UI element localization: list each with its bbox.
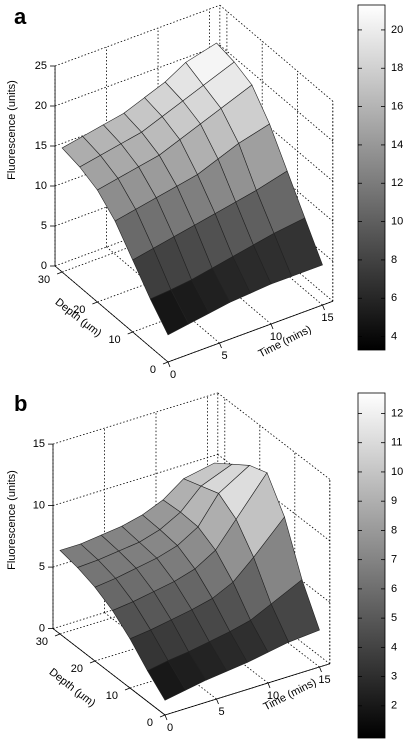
tick-mark <box>56 271 63 275</box>
colorbar <box>357 392 386 739</box>
surface-patch <box>149 289 190 336</box>
tick-mark <box>124 687 131 691</box>
x-tick-label: 0 <box>170 369 176 381</box>
tick-mark <box>89 660 96 664</box>
x-tick-label: 10 <box>267 690 279 702</box>
colorbar-tick-label: 4 <box>391 641 397 653</box>
tick-mark <box>159 714 166 718</box>
z-tick-label: 25 <box>35 60 47 72</box>
colorbar-tick-label: 3 <box>391 671 397 683</box>
grid-line <box>219 4 334 102</box>
x-axis <box>167 300 333 363</box>
y-tick-label: 20 <box>71 663 83 675</box>
tick-mark <box>319 666 322 673</box>
x-tick-label: 5 <box>221 350 227 362</box>
x-tick-label: 10 <box>270 331 282 343</box>
colorbar-tick-label: 12 <box>391 177 403 189</box>
tick-mark <box>162 361 169 365</box>
colorbar-tick-label: 18 <box>391 62 403 74</box>
tick-mark <box>216 698 219 705</box>
x-axis <box>164 663 330 716</box>
colorbar-tick-label: 12 <box>391 407 403 419</box>
colorbar-tick-label: 8 <box>391 524 397 536</box>
z-tick-label: 0 <box>39 623 45 635</box>
y-tick-label: 0 <box>150 364 156 376</box>
colorbar-tick-label: 16 <box>391 100 403 112</box>
colorbar-tick-label: 10 <box>391 466 403 478</box>
x-tick-label: 0 <box>167 722 173 734</box>
tick-mark <box>164 714 168 721</box>
y-tick-label: 30 <box>38 274 50 286</box>
tick-mark <box>322 304 325 311</box>
x-tick-label: 15 <box>318 674 330 686</box>
colorbar-tick-label: 7 <box>391 554 397 566</box>
colorbar-tick-label: 10 <box>391 215 403 227</box>
y-axis <box>54 265 169 363</box>
y-axis <box>52 628 166 716</box>
x-tick-label: 5 <box>218 706 224 718</box>
z-tick-label: 15 <box>35 140 47 152</box>
colorbar-tick-label: 20 <box>391 24 403 36</box>
z-tick-label: 0 <box>41 260 47 272</box>
grid-line <box>219 44 334 142</box>
colorbar-tick-label: 6 <box>391 583 397 595</box>
z-axis-label: Fluorescence (units) <box>6 470 18 570</box>
colorbar-tick-label: 2 <box>391 700 397 712</box>
surface-patch <box>147 660 187 701</box>
grid-line <box>217 392 331 480</box>
z-tick-label: 10 <box>35 180 47 192</box>
y-tick-label: 0 <box>147 717 153 729</box>
x-tick-label: 15 <box>321 312 333 324</box>
tick-mark <box>127 331 133 335</box>
tick-mark <box>267 682 271 689</box>
colorbar <box>357 4 386 351</box>
grid-line <box>54 44 220 107</box>
colorbar-tick-label: 11 <box>391 437 402 449</box>
panel-label: a <box>14 4 27 29</box>
x-axis-label: Time (mins) <box>257 323 314 360</box>
colorbar-tick-label: 4 <box>391 330 397 342</box>
grid-line <box>52 454 218 506</box>
tick-mark <box>92 301 98 305</box>
panel-label: b <box>14 391 27 416</box>
z-tick-label: 20 <box>35 100 47 112</box>
y-tick-label: 20 <box>73 304 85 316</box>
tick-mark <box>270 323 274 330</box>
z-tick-label: 10 <box>33 500 45 512</box>
y-tick-label: 10 <box>106 690 118 702</box>
colorbar-tick-label: 5 <box>391 612 397 624</box>
grid-line <box>52 392 218 445</box>
colorbar-tick-label: 8 <box>391 254 397 266</box>
z-tick-label: 5 <box>39 561 45 573</box>
colorbar-tick-label: 9 <box>391 495 397 507</box>
tick-mark <box>219 342 222 349</box>
colorbar-tick-label: 6 <box>391 292 397 304</box>
z-tick-label: 15 <box>33 438 45 450</box>
z-tick-label: 5 <box>41 220 47 232</box>
z-axis-label: Fluorescence (units) <box>6 80 18 180</box>
y-tick-label: 10 <box>108 334 120 346</box>
grid-line <box>54 4 220 67</box>
colorbar-tick-label: 14 <box>391 139 403 151</box>
tick-mark <box>167 361 171 368</box>
y-tick-label: 30 <box>36 636 48 648</box>
tick-mark <box>54 633 61 637</box>
